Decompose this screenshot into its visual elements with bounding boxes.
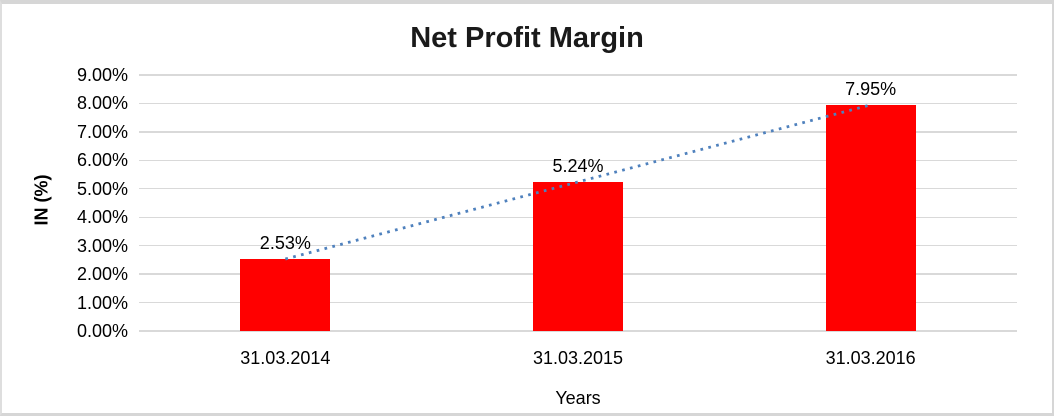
gridline [139,159,1017,162]
y-tick-label: 0.00% [76,321,128,341]
x-axis-title: Years [555,388,601,408]
bar-31.03.2015 [533,181,623,331]
x-tick-label: 31.03.2016 [825,348,916,368]
y-tick-label: 7.00% [76,121,128,142]
gridline [139,74,1017,76]
bar-value-label: 5.24% [552,155,604,176]
y-tick-label: 8.00% [76,93,128,114]
chart-title: Net Profit Margin [410,22,644,54]
y-tick-label: 2.00% [76,264,128,285]
y-tick-label: 5.00% [76,178,128,199]
y-tick-label: 4.00% [76,207,128,228]
bar-value-label: 7.95% [845,78,897,99]
gridline [139,131,1017,133]
bar-value-label: 2.53% [259,233,311,254]
gridline [139,102,1017,105]
bar-31.03.2016 [825,104,916,331]
y-tick-label: 1.00% [76,292,128,313]
y-tick-label: 9.00% [76,65,128,85]
y-tick-label: 6.00% [76,150,128,171]
plot-area: 2.53% 5.24% 7.95% [139,74,1017,332]
x-tick-label: 31.03.2014 [240,348,331,368]
x-tick-label: 31.03.2015 [532,348,624,368]
bar-31.03.2014 [240,259,331,331]
y-tick-label: 3.00% [76,235,128,256]
trendline [284,103,872,261]
